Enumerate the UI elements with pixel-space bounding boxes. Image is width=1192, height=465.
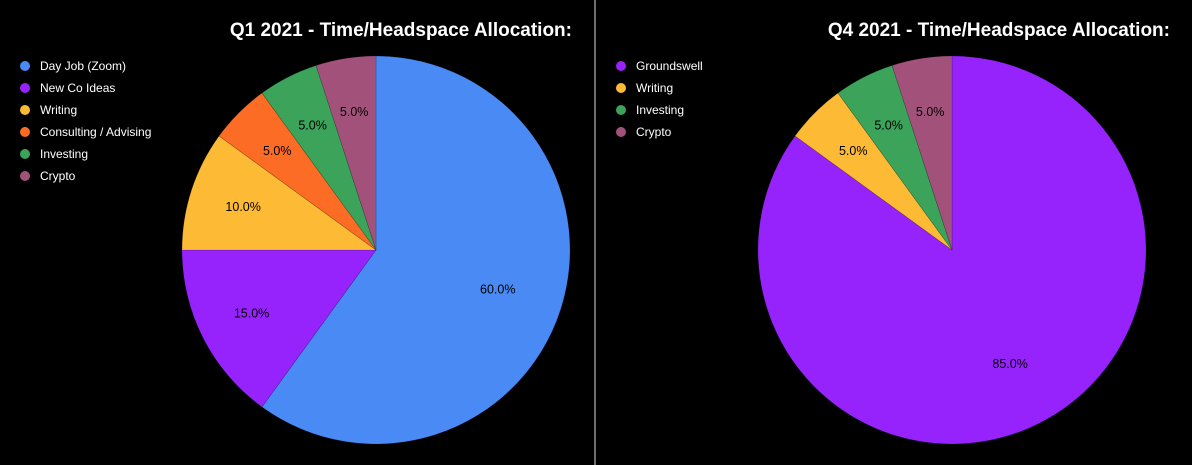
legend-item-investing: Investing <box>616 99 703 121</box>
legend-item-groundswell: Groundswell <box>616 55 703 77</box>
legend-item-writing: Writing <box>20 99 151 121</box>
legend-swatch <box>616 105 626 115</box>
slice-label-consulting-advising: 5.0% <box>263 144 292 158</box>
slice-label-groundswell: 85.0% <box>992 357 1027 371</box>
legend-swatch <box>20 127 30 137</box>
pie-slice-crypto <box>891 55 953 251</box>
slice-label-new-co-ideas: 15.0% <box>234 306 269 320</box>
legend-item-investing: Investing <box>20 143 151 165</box>
legend-label: Crypto <box>636 125 672 139</box>
legend-swatch <box>20 149 30 159</box>
pie-slice-writing <box>181 135 377 251</box>
legend-swatch <box>20 83 30 93</box>
legend-label: Investing <box>636 103 685 117</box>
slice-label-crypto: 5.0% <box>340 105 369 119</box>
legend-item-new-co-ideas: New Co Ideas <box>20 77 151 99</box>
legend-item-consulting-advising: Consulting / Advising <box>20 121 151 143</box>
legend-label: New Co Ideas <box>40 81 116 95</box>
legend-label: Day Job (Zoom) <box>40 59 127 73</box>
legend-swatch <box>616 83 626 93</box>
chart-panel-q4: Q4 2021 - Time/Headspace Allocation: Gro… <box>596 0 1192 465</box>
slice-label-writing: 10.0% <box>225 200 260 214</box>
legend-item-writing: Writing <box>616 77 703 99</box>
legend-label: Groundswell <box>636 59 703 73</box>
pie-chart: 85.0% 5.0% 5.0% 5.0% <box>757 55 1147 445</box>
pie-slice-crypto <box>315 55 377 251</box>
slice-label-crypto: 5.0% <box>916 105 945 119</box>
slice-label-writing: 5.0% <box>839 144 868 158</box>
legend-item-crypto: Crypto <box>20 165 151 187</box>
pie-slice-writing <box>794 92 953 251</box>
slice-label-investing: 5.0% <box>298 119 327 133</box>
legend-swatch <box>20 171 30 181</box>
chart-title: Q4 2021 - Time/Headspace Allocation: <box>827 20 1170 41</box>
panel-divider <box>594 0 596 465</box>
slice-label-investing: 5.0% <box>874 119 903 133</box>
legend-swatch <box>616 61 626 71</box>
chart-panel-q1: Q1 2021 - Time/Headspace Allocation: Day… <box>0 0 594 465</box>
pie-slice-investing <box>261 65 377 251</box>
legend-item-crypto: Crypto <box>616 121 703 143</box>
pie-slice-day-job-zoom <box>261 55 571 445</box>
chart-title: Q1 2021 - Time/Headspace Allocation: <box>229 20 572 41</box>
pie-slice-new-co-ideas <box>181 249 377 408</box>
legend-label: Consulting / Advising <box>40 125 152 139</box>
legend-swatch <box>20 105 30 115</box>
pie-slice-investing <box>837 65 953 251</box>
pie-slice-groundswell <box>757 55 1147 445</box>
legend-swatch <box>20 61 30 71</box>
slice-label-day-job-zoom: 60.0% <box>480 283 515 297</box>
legend-item-day-job-zoom: Day Job (Zoom) <box>20 55 151 77</box>
legend-label: Investing <box>40 147 89 161</box>
legend-label: Crypto <box>40 169 76 183</box>
pie-chart: 60.0% 15.0% 10.0% 5.0% 5.0% 5.0% <box>181 55 571 445</box>
legend: Day Job (Zoom) New Co Ideas Writing Consult… <box>20 55 151 187</box>
legend-label: Writing <box>636 81 674 95</box>
pie-slice-consulting-advising <box>218 92 377 251</box>
legend-label: Writing <box>40 103 78 117</box>
legend: Groundswell Writing Investing Crypto <box>616 55 703 143</box>
legend-swatch <box>616 127 626 137</box>
